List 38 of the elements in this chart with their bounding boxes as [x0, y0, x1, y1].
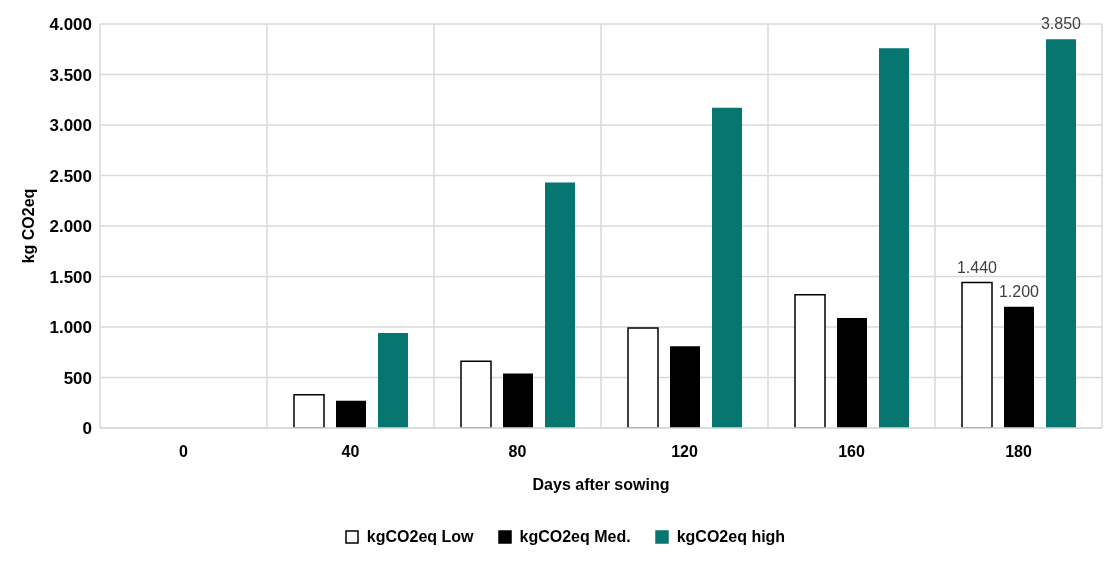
y-tick-label: 0 [82, 419, 92, 439]
bar [961, 281, 993, 428]
x-tick-label: 120 [671, 443, 698, 461]
data-label: 1.440 [956, 258, 998, 276]
bar [794, 293, 826, 428]
bar [378, 333, 408, 428]
legend-label: kgCO2eq Low [365, 528, 474, 546]
bar [336, 400, 366, 428]
legend-label: kgCO2eq Med. [518, 528, 631, 546]
y-tick-label: 2.500 [49, 166, 92, 186]
y-axis-title: kg CO2eq [19, 188, 37, 264]
data-label: 3.850 [1040, 15, 1082, 33]
legend-label: kgCO2eq high [675, 528, 786, 546]
y-tick-label: 3.500 [49, 65, 92, 85]
y-tick-label: 3.000 [49, 116, 92, 136]
bar [1046, 39, 1076, 428]
x-tick-label: 160 [838, 443, 865, 461]
x-tick-label: 180 [1005, 443, 1032, 461]
bar [503, 373, 533, 428]
bar [837, 317, 867, 428]
x-tick-label: 40 [341, 443, 360, 461]
x-tick-label: 0 [179, 443, 189, 461]
bar [460, 360, 492, 428]
y-tick-label: 500 [63, 368, 92, 388]
bar [879, 48, 909, 428]
bar [627, 327, 659, 428]
y-tick-label: 1.500 [49, 267, 92, 287]
data-label: 1.200 [998, 282, 1040, 300]
y-tick-label: 1.000 [49, 318, 92, 338]
x-axis-title: Days after sowing [532, 476, 670, 493]
y-tick-label: 2.000 [49, 217, 92, 237]
bar [545, 182, 575, 428]
y-tick-label: 4.000 [49, 15, 92, 35]
bar [670, 346, 700, 428]
x-tick-label: 80 [508, 443, 527, 461]
bar [293, 393, 325, 428]
bar [712, 107, 742, 428]
bar [1004, 306, 1034, 428]
